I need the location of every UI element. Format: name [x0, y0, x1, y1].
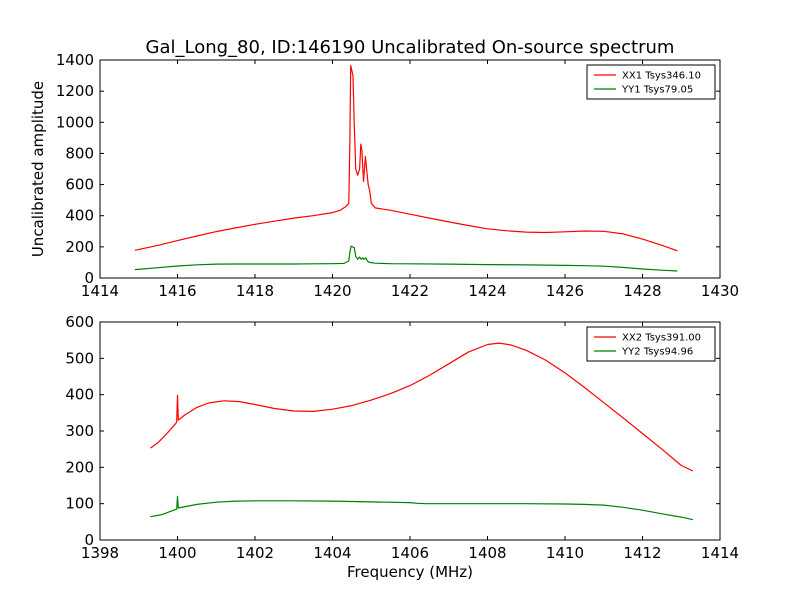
y-tick-label: 1200	[56, 82, 94, 100]
y-axis-label: Uncalibrated amplitude	[29, 81, 47, 257]
x-tick-label: 1428	[623, 282, 661, 300]
x-tick-label: 1418	[236, 282, 274, 300]
y-tick-label: 1400	[56, 51, 94, 69]
x-tick-label: 1408	[468, 544, 506, 562]
y-tick-label: 800	[65, 144, 94, 162]
y-tick-label: 100	[65, 495, 94, 513]
legend-label: XX2 Tsys391.00	[622, 333, 701, 344]
legend: XX1 Tsys346.10 YY1 Tsys79.05	[586, 64, 716, 100]
y-tick-label: 500	[65, 349, 94, 367]
x-tick-label: 1414	[701, 544, 739, 562]
x-tick-label: 1416	[158, 282, 196, 300]
legend-label: YY2 Tsys94.96	[621, 347, 693, 358]
series-line-2	[150, 495, 694, 521]
series-line-2	[134, 245, 678, 272]
x-tick-label: 1422	[391, 282, 429, 300]
x-tick-label: 1398	[81, 544, 119, 562]
y-tick-label: 300	[65, 422, 94, 440]
chart-title: Gal_Long_80, ID:146190 Uncalibrated On-s…	[146, 37, 675, 58]
legend-box	[586, 326, 716, 362]
y-tick-label: 1000	[56, 113, 94, 131]
x-axis-label: Frequency (MHz)	[347, 563, 473, 581]
legend-box	[586, 64, 716, 100]
y-tick-label: 400	[65, 386, 94, 404]
y-tick-label: 0	[84, 531, 94, 549]
x-tick-label: 1402	[236, 544, 274, 562]
y-tick-label: 200	[65, 238, 94, 256]
legend: XX2 Tsys391.00 YY2 Tsys94.96	[586, 326, 716, 362]
x-tick-label: 1430	[701, 282, 739, 300]
y-tick-label: 0	[84, 269, 94, 287]
x-tick-label: 1426	[546, 282, 584, 300]
x-tick-label: 1420	[313, 282, 351, 300]
x-tick-label: 1410	[546, 544, 584, 562]
x-tick-label: 1414	[81, 282, 119, 300]
series-line-1	[150, 342, 694, 472]
y-tick-label: 400	[65, 207, 94, 225]
legend-label: XX1 Tsys346.10	[622, 71, 701, 82]
x-tick-label: 1424	[468, 282, 506, 300]
bottom-spectrum-panel: 1398 1400 1402 1404 1406 1408 1410 1412 1414 0 100…	[65, 313, 739, 562]
x-tick-label: 1404	[313, 544, 351, 562]
x-tick-label: 1400	[158, 544, 196, 562]
x-tick-label: 1406	[391, 544, 429, 562]
top-spectrum-panel: 1414 1416 1418 1420 1422 1424 1426 1428 1430 0 200…	[56, 51, 739, 300]
legend-label: YY1 Tsys79.05	[621, 85, 693, 96]
y-tick-label: 600	[65, 176, 94, 194]
y-tick-label: 200	[65, 458, 94, 476]
x-tick-label: 1412	[623, 544, 661, 562]
series-line-1	[134, 64, 678, 252]
y-tick-label: 600	[65, 313, 94, 331]
